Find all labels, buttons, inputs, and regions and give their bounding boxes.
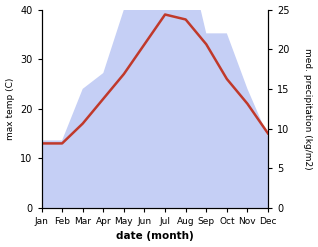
Y-axis label: max temp (C): max temp (C) <box>5 78 15 140</box>
Y-axis label: med. precipitation (kg/m2): med. precipitation (kg/m2) <box>303 48 313 169</box>
X-axis label: date (month): date (month) <box>116 231 194 242</box>
